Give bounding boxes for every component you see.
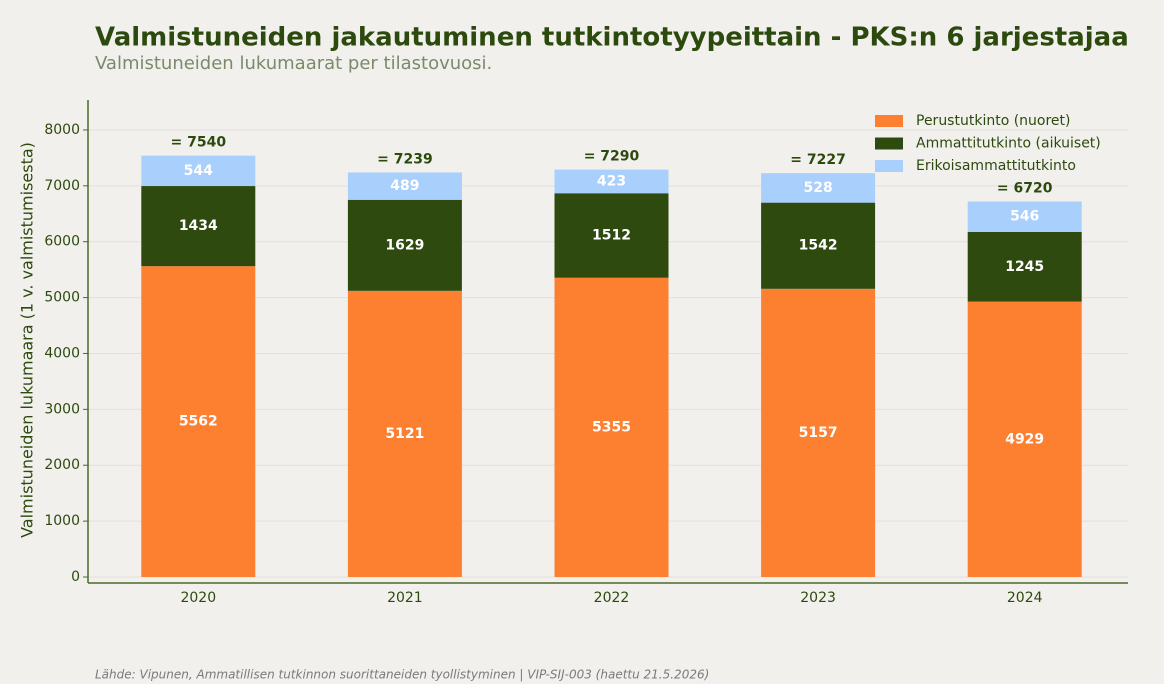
data-label: 1542 <box>799 238 838 254</box>
y-tick-label: 6000 <box>44 234 80 250</box>
y-tick-label: 5000 <box>44 290 80 306</box>
data-label: 544 <box>184 163 213 179</box>
bar-segment <box>347 290 462 577</box>
data-label: 1245 <box>1005 259 1044 275</box>
y-tick-label: 1000 <box>44 513 80 529</box>
bar-segment <box>554 277 669 577</box>
data-label: 5355 <box>592 419 631 435</box>
bar-segment <box>141 155 256 187</box>
y-axis-label: Valmistuneiden lukumaara (1 v. valmistum… <box>18 142 37 538</box>
legend-swatch <box>875 160 903 172</box>
y-tick-label: 2000 <box>44 457 80 473</box>
data-label: 5121 <box>385 426 424 442</box>
data-label: 528 <box>803 180 832 196</box>
y-tick-label: 3000 <box>44 401 80 417</box>
bar-segment <box>554 169 669 194</box>
bar-segment <box>141 186 256 267</box>
bar-segment <box>761 173 876 203</box>
data-label: 546 <box>1010 209 1039 225</box>
y-tick-label: 7000 <box>44 178 80 194</box>
data-label: 423 <box>597 173 626 189</box>
bar-segment <box>347 199 462 291</box>
chart-subtitle: Valmistuneiden lukumaarat per tilastovuo… <box>95 53 492 74</box>
total-label: = 7540 <box>171 135 227 151</box>
bar-segment <box>141 266 256 577</box>
total-label: = 7239 <box>377 151 433 167</box>
legend-swatch <box>875 137 903 150</box>
data-label: 489 <box>390 178 419 194</box>
bar-segment <box>967 301 1082 577</box>
legend-swatch <box>875 115 903 127</box>
data-label: 5157 <box>799 425 838 441</box>
data-label: 1512 <box>592 228 631 244</box>
data-label: 4929 <box>1005 431 1044 447</box>
data-label: 1629 <box>385 237 424 253</box>
chart-title: Valmistuneiden jakautuminen tutkintotyyp… <box>95 23 1129 53</box>
y-tick-label: 0 <box>71 569 80 585</box>
bar-segment <box>347 172 462 200</box>
y-tick-label: 8000 <box>44 122 80 138</box>
data-label: 5562 <box>179 414 218 430</box>
source-note: Lähde: Vipunen, Ammatillisen tutkinnon s… <box>95 668 709 682</box>
x-tick-label: 2021 <box>387 590 423 606</box>
x-tick-label: 2020 <box>180 590 216 606</box>
total-label: = 7290 <box>584 149 640 165</box>
bar-segment <box>967 231 1082 302</box>
bar-segment <box>761 288 876 577</box>
bar-segment <box>761 202 876 289</box>
data-label: 1434 <box>179 218 218 234</box>
total-label: = 7227 <box>790 152 846 168</box>
legend-label: Perustutkinto (nuoret) <box>916 113 1071 129</box>
x-tick-label: 2024 <box>1007 590 1043 606</box>
x-tick-label: 2022 <box>594 590 630 606</box>
bar-segment <box>554 193 669 278</box>
bar-segment <box>967 201 1082 232</box>
legend-label: Ammattitutkinto (aikuiset) <box>916 136 1101 152</box>
total-label: = 6720 <box>997 180 1053 196</box>
y-tick-label: 4000 <box>44 345 80 361</box>
x-tick-label: 2023 <box>800 590 836 606</box>
legend-label: Erikoisammattitutkinto <box>916 158 1076 174</box>
